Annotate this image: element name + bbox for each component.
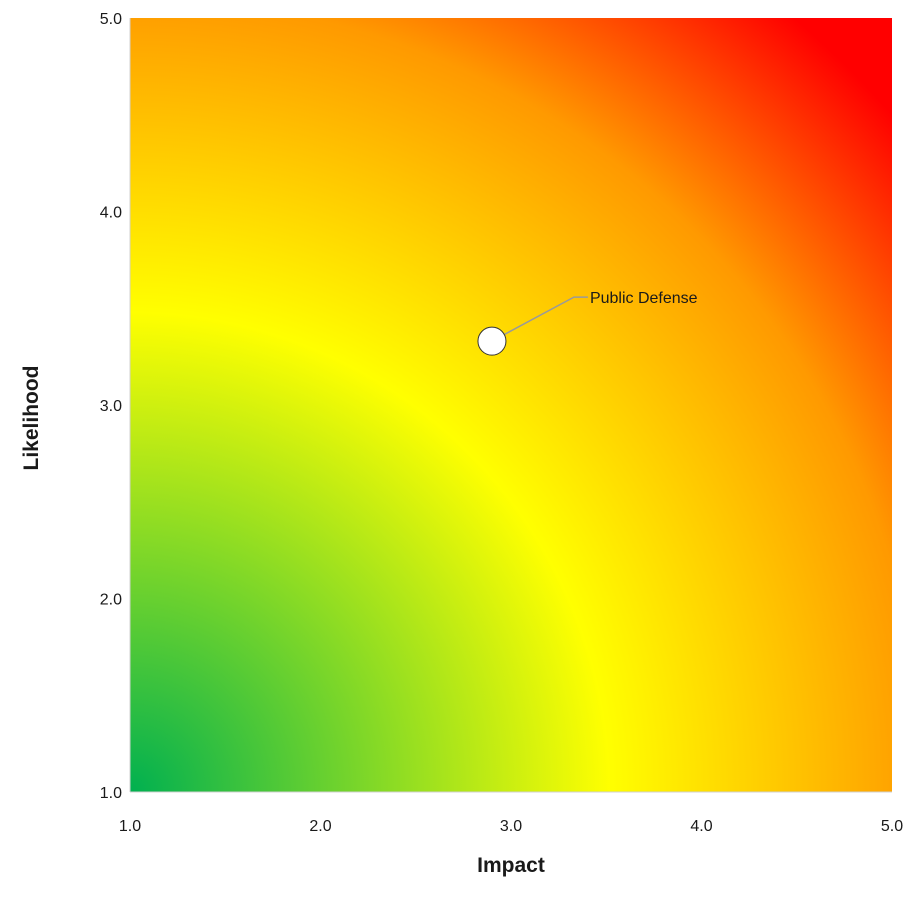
y-tick-labels: 1.0 2.0 3.0 4.0 5.0 bbox=[100, 11, 122, 802]
y-axis-title: Likelihood bbox=[20, 366, 43, 471]
x-tick-label: 1.0 bbox=[119, 818, 141, 835]
x-tick-label: 5.0 bbox=[881, 818, 903, 835]
data-point bbox=[477, 326, 507, 356]
y-tick-label: 1.0 bbox=[100, 785, 122, 802]
x-tick-labels: 1.0 2.0 3.0 4.0 5.0 bbox=[119, 818, 903, 835]
x-tick-label: 2.0 bbox=[309, 818, 331, 835]
y-tick-label: 4.0 bbox=[100, 205, 122, 222]
x-tick-label: 3.0 bbox=[500, 818, 522, 835]
point-label: Public Defense bbox=[590, 290, 698, 307]
y-tick-label: 5.0 bbox=[100, 11, 122, 28]
x-axis-title: Impact bbox=[477, 854, 545, 877]
y-tick-label: 2.0 bbox=[100, 592, 122, 609]
data-points: Public Defense bbox=[477, 290, 698, 356]
y-tick-label: 3.0 bbox=[100, 398, 122, 415]
point-leader-line bbox=[491, 296, 588, 342]
heatmap-background bbox=[130, 18, 892, 792]
x-tick-label: 4.0 bbox=[690, 818, 712, 835]
